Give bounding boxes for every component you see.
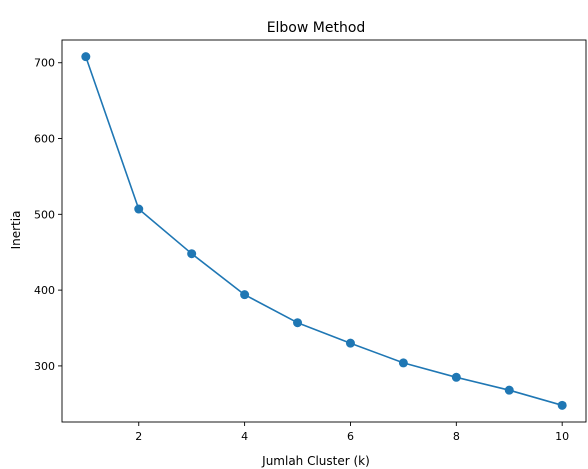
chart-title: Elbow Method <box>267 20 366 36</box>
x-tick-label: 4 <box>241 430 248 443</box>
plot-area: 2 4 6 8 10 300 400 500 600 700 <box>34 39 587 443</box>
data-point <box>504 385 514 395</box>
y-tick-label: 400 <box>34 284 55 297</box>
data-point <box>345 338 355 348</box>
data-point <box>398 358 408 368</box>
series-line <box>85 56 563 407</box>
axes-frame <box>61 39 587 423</box>
data-point <box>187 249 197 259</box>
y-tick-label: 300 <box>34 360 55 373</box>
data-point <box>240 290 250 300</box>
x-axis-label: Jumlah Cluster (k) <box>261 454 370 468</box>
data-point <box>81 52 91 62</box>
y-tick-label: 500 <box>34 208 55 221</box>
x-tick-label: 8 <box>453 430 460 443</box>
y-tick-label: 700 <box>34 57 55 70</box>
x-tick-label: 6 <box>347 430 354 443</box>
data-point <box>557 400 567 410</box>
x-tick-label: 2 <box>135 430 142 443</box>
y-tick-label: 600 <box>34 133 55 146</box>
data-point <box>134 204 144 214</box>
y-axis-label: Inertia <box>9 211 23 250</box>
data-point <box>293 318 303 328</box>
data-point <box>451 372 461 382</box>
x-tick-label: 10 <box>555 430 569 443</box>
